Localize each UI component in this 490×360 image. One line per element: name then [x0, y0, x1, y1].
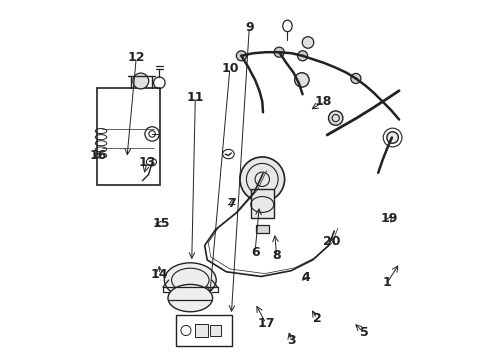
Ellipse shape	[297, 51, 308, 61]
Text: 5: 5	[360, 327, 369, 339]
Bar	[97, 88, 160, 185]
Text: 12: 12	[127, 51, 145, 64]
Text: 1: 1	[383, 276, 392, 289]
Bar	[176, 315, 232, 346]
Text: 19: 19	[381, 212, 398, 225]
Text: 3: 3	[287, 334, 295, 347]
Text: 7: 7	[227, 197, 236, 210]
Ellipse shape	[302, 37, 314, 48]
Text: 20: 20	[323, 235, 341, 248]
Ellipse shape	[274, 47, 284, 57]
Text: 8: 8	[272, 249, 281, 262]
Text: 17: 17	[257, 317, 274, 330]
Bar	[195, 324, 208, 337]
Bar	[210, 325, 221, 336]
Text: 14: 14	[150, 268, 168, 281]
Ellipse shape	[133, 73, 148, 89]
Ellipse shape	[328, 111, 343, 125]
Text: 11: 11	[187, 91, 204, 104]
Text: 16: 16	[90, 149, 107, 162]
Ellipse shape	[387, 132, 398, 143]
Text: 13: 13	[138, 156, 156, 169]
Ellipse shape	[164, 263, 216, 297]
Text: 6: 6	[251, 246, 259, 258]
Ellipse shape	[168, 284, 213, 312]
Bar	[256, 225, 269, 233]
Ellipse shape	[236, 51, 246, 61]
Text: 4: 4	[301, 271, 310, 284]
Bar	[251, 189, 274, 218]
Text: 10: 10	[221, 62, 239, 75]
Ellipse shape	[240, 157, 285, 202]
Text: 2: 2	[313, 312, 321, 325]
Text: 18: 18	[315, 95, 332, 108]
Text: 15: 15	[153, 217, 170, 230]
Text: 9: 9	[245, 21, 254, 33]
Ellipse shape	[351, 73, 361, 84]
Ellipse shape	[294, 73, 309, 87]
